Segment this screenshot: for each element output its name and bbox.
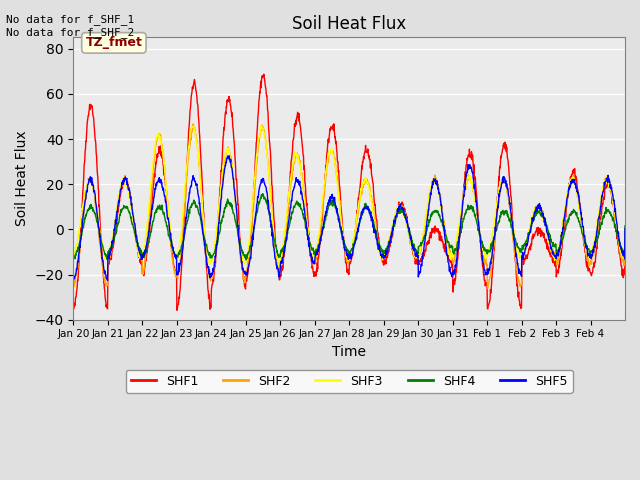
SHF1 bbox=[621, 228, 629, 234]
Text: No data for f_SHF_1
No data for f_SHF_2: No data for f_SHF_1 No data for f_SHF_2 bbox=[6, 14, 134, 38]
SHF1 bbox=[168, 250, 176, 256]
SHF2 bbox=[586, 260, 594, 265]
Legend: SHF1, SHF2, SHF3, SHF4, SHF5: SHF1, SHF2, SHF3, SHF4, SHF5 bbox=[125, 370, 573, 393]
SHF4 bbox=[319, 224, 327, 229]
Line: SHF4: SHF4 bbox=[74, 194, 625, 260]
SHF5 bbox=[70, 275, 77, 281]
SHF3 bbox=[168, 240, 176, 245]
SHF3 bbox=[70, 254, 77, 260]
Line: SHF3: SHF3 bbox=[74, 126, 625, 267]
SHF3 bbox=[257, 123, 265, 129]
SHF4 bbox=[259, 191, 267, 197]
SHF1 bbox=[260, 72, 268, 77]
Line: SHF5: SHF5 bbox=[74, 156, 625, 281]
SHF5 bbox=[168, 244, 176, 250]
SHF4 bbox=[70, 253, 77, 259]
SHF5 bbox=[586, 252, 594, 257]
SHF2 bbox=[352, 224, 360, 230]
SHF5 bbox=[621, 226, 629, 231]
SHF5 bbox=[104, 278, 111, 284]
Text: TZ_fmet: TZ_fmet bbox=[86, 36, 142, 49]
SHF2 bbox=[70, 282, 77, 288]
SHF3 bbox=[275, 264, 282, 270]
SHF5 bbox=[225, 153, 233, 159]
SHF2 bbox=[319, 201, 327, 206]
Title: Soil Heat Flux: Soil Heat Flux bbox=[292, 15, 406, 33]
SHF4 bbox=[243, 257, 250, 263]
SHF4 bbox=[353, 232, 360, 238]
SHF2 bbox=[484, 286, 492, 291]
SHF2 bbox=[621, 230, 629, 236]
SHF2 bbox=[80, 211, 88, 217]
SHF5 bbox=[353, 234, 360, 240]
SHF3 bbox=[586, 255, 594, 261]
SHF3 bbox=[80, 196, 88, 202]
SHF1 bbox=[70, 304, 77, 310]
SHF1 bbox=[319, 195, 327, 201]
SHF5 bbox=[451, 267, 458, 273]
SHF4 bbox=[168, 245, 176, 251]
SHF3 bbox=[621, 228, 629, 233]
SHF2 bbox=[450, 258, 458, 264]
SHF4 bbox=[586, 249, 594, 255]
SHF3 bbox=[353, 220, 360, 226]
SHF1 bbox=[80, 174, 88, 180]
SHF1 bbox=[173, 308, 180, 313]
SHF2 bbox=[189, 121, 197, 127]
SHF3 bbox=[451, 248, 458, 254]
Line: SHF2: SHF2 bbox=[74, 124, 625, 288]
SHF4 bbox=[80, 222, 88, 228]
SHF1 bbox=[451, 277, 458, 283]
SHF1 bbox=[353, 221, 360, 227]
SHF5 bbox=[80, 209, 88, 215]
X-axis label: Time: Time bbox=[332, 345, 366, 359]
SHF3 bbox=[319, 189, 327, 194]
SHF4 bbox=[621, 223, 629, 228]
SHF5 bbox=[319, 221, 327, 227]
SHF4 bbox=[451, 248, 458, 254]
Line: SHF1: SHF1 bbox=[74, 74, 625, 311]
SHF1 bbox=[586, 269, 594, 275]
Y-axis label: Soil Heat Flux: Soil Heat Flux bbox=[15, 131, 29, 227]
SHF2 bbox=[168, 255, 176, 261]
